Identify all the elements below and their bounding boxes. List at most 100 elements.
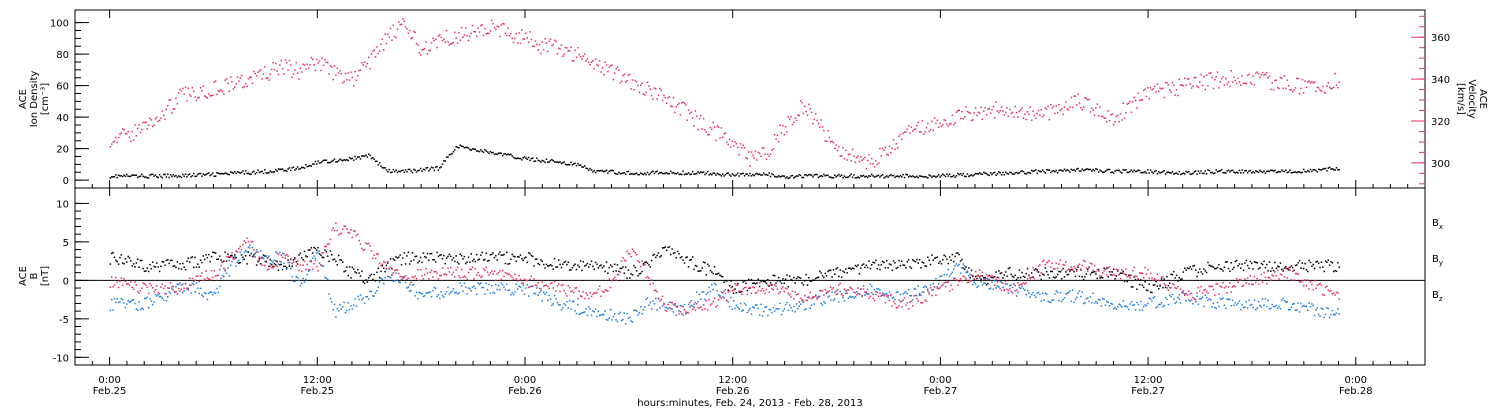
b-field-point (717, 294, 720, 296)
b-field-point (563, 261, 565, 264)
b-field-point (417, 268, 419, 271)
b-field-point (835, 293, 837, 296)
b-field-point (1032, 276, 1034, 278)
b-field-point (1290, 278, 1293, 281)
b-field-point (1036, 268, 1038, 271)
ion-density-point (489, 150, 492, 153)
b-field-point (171, 259, 173, 262)
b-field-point (747, 287, 750, 290)
b-field-point (340, 308, 343, 310)
ion-density-point (288, 167, 291, 169)
ion-density-point (268, 171, 270, 174)
b-field-point (522, 284, 524, 286)
ion-density-point (676, 171, 679, 174)
velocity-point (988, 107, 991, 110)
velocity-point (697, 128, 699, 131)
b-field-point (183, 287, 185, 290)
b-field-point (531, 285, 534, 287)
ion-density-point (191, 174, 194, 177)
b-field-point (1215, 267, 1217, 270)
velocity-point (939, 122, 941, 125)
ion-density-point (1190, 173, 1193, 175)
ion-density-point (515, 157, 518, 160)
b-field-point (1189, 300, 1191, 302)
b-field-point (940, 263, 943, 265)
b-field-point (1233, 266, 1235, 269)
velocity-point (314, 69, 317, 72)
velocity-point (139, 131, 142, 134)
b-field-point (445, 273, 448, 276)
b-field-point (1084, 275, 1086, 278)
velocity-point (1272, 88, 1275, 91)
b-field-point (749, 307, 751, 310)
b-field-point (1319, 282, 1321, 285)
b-field-point (732, 289, 735, 291)
b-field-point (359, 243, 362, 245)
b-field-point (350, 229, 352, 231)
ion-density-point (968, 175, 970, 178)
velocity-point (261, 78, 263, 80)
velocity-point (1077, 93, 1079, 95)
velocity-point (721, 136, 724, 139)
b-field-point (642, 264, 645, 267)
velocity-point (825, 140, 828, 143)
b-field-point (995, 271, 997, 273)
ion-density-point (449, 153, 452, 156)
ion-density-point (374, 160, 377, 163)
ion-density-point (1070, 168, 1073, 171)
b-field-point (999, 272, 1001, 275)
velocity-point (361, 61, 363, 64)
ion-density-point (306, 165, 308, 168)
velocity-point (1063, 106, 1066, 108)
b-field-point (794, 310, 796, 313)
ion-density-point (445, 156, 448, 159)
ion-density-point (768, 172, 770, 174)
b-field-point (365, 296, 367, 298)
b-field-point (541, 260, 544, 262)
b-field-point (335, 222, 337, 224)
b-field-point (273, 259, 276, 261)
velocity-point (275, 62, 277, 65)
b-field-point (376, 253, 378, 255)
ion-density-point (335, 161, 337, 163)
velocity-point (406, 28, 408, 30)
b-field-point (283, 253, 285, 255)
b-field-point (1114, 307, 1116, 309)
b-field-point (1055, 290, 1058, 292)
velocity-point (963, 116, 966, 118)
b-field-point (460, 268, 463, 271)
ion-density-point (544, 161, 546, 164)
velocity-point (1313, 81, 1316, 83)
b-field-point (564, 304, 567, 306)
ion-density-point (337, 159, 340, 162)
velocity-point (447, 41, 449, 43)
b-field-point (607, 319, 609, 321)
ion-density-point (1127, 171, 1130, 174)
velocity-point (541, 41, 544, 43)
b-field-point (968, 267, 970, 269)
b-field-point (985, 284, 988, 286)
ion-density-point (1214, 172, 1216, 174)
b-field-point (1330, 314, 1332, 316)
b-field-point (426, 292, 429, 294)
velocity-point (395, 36, 397, 39)
b-field-point (165, 293, 168, 295)
b-field-point (197, 287, 199, 289)
ion-density-point (887, 176, 889, 178)
velocity-point (1208, 72, 1211, 74)
b-field-point (460, 284, 463, 287)
ion-density-point (1317, 168, 1320, 171)
b-field-point (262, 257, 265, 260)
ion-density-point (413, 168, 415, 171)
b-field-point (276, 265, 278, 268)
b-field-point (291, 262, 293, 265)
b-field-point (440, 253, 442, 256)
velocity-point (443, 38, 445, 40)
b-field-point (228, 274, 231, 277)
ion-density-point (920, 175, 922, 177)
b-field-point (741, 290, 743, 293)
b-field-point (1301, 262, 1304, 264)
b-field-point (511, 253, 513, 256)
ion-density-point (399, 170, 401, 173)
velocity-point (1286, 79, 1289, 81)
